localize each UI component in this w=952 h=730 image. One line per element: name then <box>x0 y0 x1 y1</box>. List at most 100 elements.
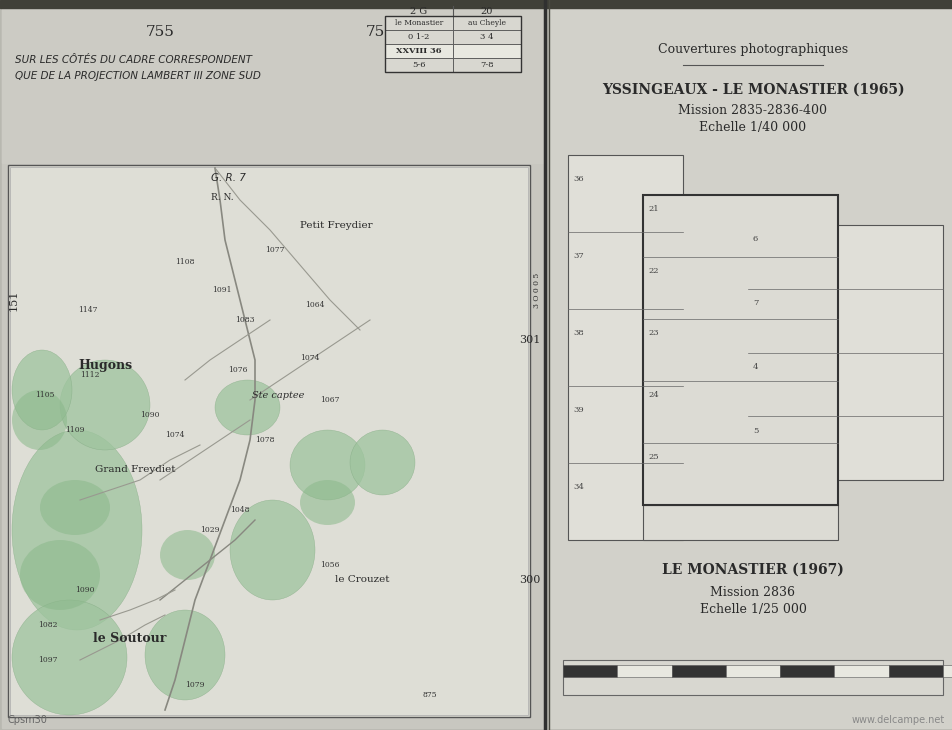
Text: 1067: 1067 <box>320 396 340 404</box>
Text: Grand Freydiet: Grand Freydiet <box>94 466 175 474</box>
Text: 301: 301 <box>519 335 540 345</box>
Text: 34: 34 <box>572 483 584 491</box>
Ellipse shape <box>349 430 414 495</box>
Text: 1056: 1056 <box>320 561 340 569</box>
Text: 756: 756 <box>366 25 394 39</box>
Ellipse shape <box>12 350 72 430</box>
Text: le Monastier: le Monastier <box>394 19 443 27</box>
Text: 23: 23 <box>647 329 658 337</box>
Text: Mission 2835-2836-400: Mission 2835-2836-400 <box>678 104 826 117</box>
Text: 24: 24 <box>647 391 658 399</box>
Text: 1029: 1029 <box>200 526 220 534</box>
Text: Couvertures photographiques: Couvertures photographiques <box>657 44 847 56</box>
Bar <box>567 155 683 540</box>
Bar <box>548 2 950 728</box>
Text: 1090: 1090 <box>140 411 160 419</box>
Text: 4: 4 <box>752 363 758 371</box>
Bar <box>780 665 834 677</box>
Text: le Soutour: le Soutour <box>93 631 167 645</box>
Text: 1097: 1097 <box>38 656 58 664</box>
Text: QUE DE LA PROJECTION LAMBERT III ZONE SUD: QUE DE LA PROJECTION LAMBERT III ZONE SU… <box>15 71 261 81</box>
Bar <box>8 165 529 717</box>
Text: Cpsm30: Cpsm30 <box>8 715 48 725</box>
Text: 5-6: 5-6 <box>412 61 426 69</box>
Text: 1074: 1074 <box>165 431 185 439</box>
Text: Echelle 1/25 000: Echelle 1/25 000 <box>699 604 805 617</box>
Bar <box>643 195 837 505</box>
Bar <box>452 44 521 58</box>
Text: Mission 2836: Mission 2836 <box>710 585 795 599</box>
Text: 20: 20 <box>481 7 493 17</box>
Bar <box>452 30 521 44</box>
Bar <box>747 225 942 480</box>
Text: 875: 875 <box>423 691 437 699</box>
Text: LE MONASTIER (1967): LE MONASTIER (1967) <box>662 563 843 577</box>
Bar <box>834 665 888 677</box>
Bar <box>617 665 671 677</box>
Text: 1112: 1112 <box>80 371 100 379</box>
Text: au Cheyle: au Cheyle <box>467 19 506 27</box>
Ellipse shape <box>60 360 149 450</box>
Bar <box>563 665 617 677</box>
Ellipse shape <box>12 430 142 630</box>
Text: 37: 37 <box>572 252 584 260</box>
Text: 1090: 1090 <box>75 586 94 594</box>
Text: 1077: 1077 <box>265 246 285 254</box>
Ellipse shape <box>229 500 315 600</box>
Text: 1078: 1078 <box>255 436 274 444</box>
Text: SUR LES CÔTÉS DU CADRE CORRESPONDENT: SUR LES CÔTÉS DU CADRE CORRESPONDENT <box>15 55 251 65</box>
Text: 1108: 1108 <box>175 258 194 266</box>
Text: 1074: 1074 <box>300 354 320 362</box>
Text: 755: 755 <box>146 25 174 39</box>
Text: 1091: 1091 <box>212 286 231 294</box>
Bar <box>385 16 521 72</box>
Text: 1082: 1082 <box>38 621 58 629</box>
Bar <box>385 30 452 44</box>
Text: 3 4: 3 4 <box>480 33 493 41</box>
Text: 1109: 1109 <box>65 426 85 434</box>
Text: 36: 36 <box>572 175 583 183</box>
Text: le Crouzet: le Crouzet <box>335 575 389 585</box>
Text: 3 O 0 0 5: 3 O 0 0 5 <box>532 272 541 307</box>
Ellipse shape <box>300 480 355 525</box>
Text: 7: 7 <box>752 299 758 307</box>
Text: Echelle 1/40 000: Echelle 1/40 000 <box>699 121 805 134</box>
Ellipse shape <box>12 390 67 450</box>
Text: 1076: 1076 <box>228 366 248 374</box>
Ellipse shape <box>40 480 109 535</box>
Text: 2 G: 2 G <box>410 7 427 17</box>
Bar <box>10 167 527 715</box>
Ellipse shape <box>289 430 365 500</box>
Text: 22: 22 <box>647 267 658 275</box>
Text: www.delcampe.net: www.delcampe.net <box>851 715 944 725</box>
Text: 151: 151 <box>9 289 19 311</box>
Bar <box>385 58 452 72</box>
Text: Petit Freydier: Petit Freydier <box>300 220 372 229</box>
Bar <box>563 660 942 695</box>
Ellipse shape <box>160 530 215 580</box>
Text: Ste captee: Ste captee <box>251 391 304 399</box>
Ellipse shape <box>145 610 225 700</box>
Text: R. N.: R. N. <box>210 193 233 202</box>
Bar <box>2 8 545 163</box>
Ellipse shape <box>215 380 280 435</box>
Text: 7-8: 7-8 <box>480 61 493 69</box>
Text: 1083: 1083 <box>235 316 254 324</box>
Text: 1105: 1105 <box>35 391 54 399</box>
Text: YSSINGEAUX - LE MONASTIER (1965): YSSINGEAUX - LE MONASTIER (1965) <box>601 83 903 97</box>
Text: 25: 25 <box>647 453 658 461</box>
Bar <box>452 16 521 30</box>
Bar <box>385 44 452 58</box>
Text: 6: 6 <box>752 235 758 243</box>
Text: 0 1-2: 0 1-2 <box>407 33 429 41</box>
Bar <box>643 505 837 540</box>
Bar <box>888 665 942 677</box>
Text: 1064: 1064 <box>305 301 325 309</box>
Text: 1079: 1079 <box>185 681 205 689</box>
Text: 38: 38 <box>572 329 584 337</box>
Text: G. R. 7: G. R. 7 <box>210 173 246 183</box>
Bar <box>2 2 545 728</box>
Text: 300: 300 <box>519 575 540 585</box>
Bar <box>725 665 780 677</box>
Text: Hugons: Hugons <box>78 358 132 372</box>
